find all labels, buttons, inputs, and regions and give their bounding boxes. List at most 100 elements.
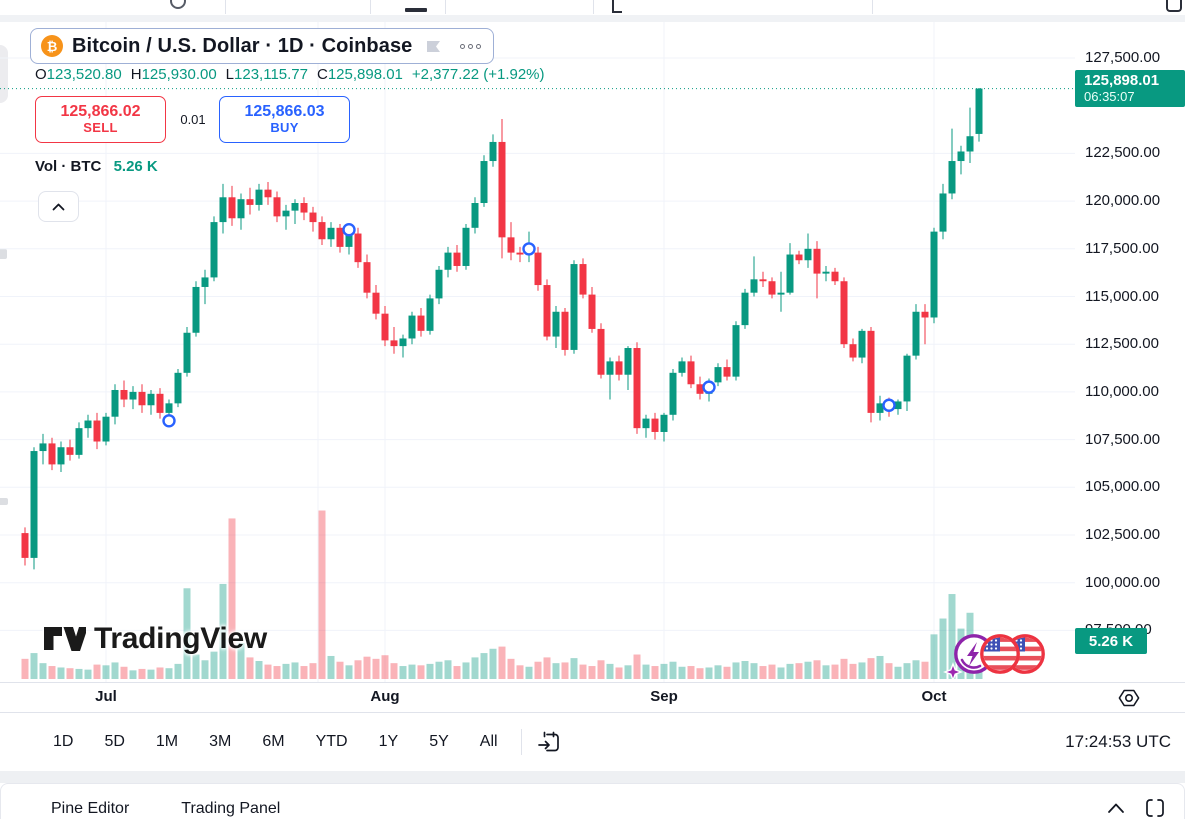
volume-bar [201, 660, 209, 679]
order-marker-icon[interactable] [702, 380, 716, 394]
collapse-legend-button[interactable] [38, 191, 79, 222]
range-button-5y[interactable]: 5Y [429, 732, 449, 750]
range-button-6m[interactable]: 6M [262, 732, 285, 750]
price-axis-label: 127,500.00 [1085, 49, 1161, 66]
sell-label: SELL [83, 120, 118, 136]
range-button-5d[interactable]: 5D [104, 732, 125, 750]
volume-bar [489, 648, 497, 679]
tab-pine-editor[interactable]: Pine Editor [51, 799, 130, 817]
candle-body [453, 252, 461, 266]
bitcoin-icon: ₿ [41, 35, 63, 57]
symbol-search-button[interactable]: ₿ Bitcoin / U.S. Dollar · 1D · Coinbase [30, 28, 495, 64]
candle-body [147, 393, 155, 406]
scale-settings-icon[interactable] [1116, 685, 1142, 711]
candle-body [309, 212, 317, 223]
candle-body [93, 420, 101, 442]
volume-bar [318, 510, 326, 679]
candle-body [849, 344, 857, 358]
candle-body [354, 233, 362, 263]
volume-bar [327, 655, 335, 679]
volume-bar [282, 663, 290, 679]
time-scale[interactable]: Jul Aug Sep Oct [0, 682, 1185, 712]
expand-panel-chevron-icon[interactable] [1106, 801, 1126, 815]
volume-bar [363, 656, 371, 679]
flag-icon[interactable] [427, 40, 441, 52]
bar-countdown: 06:35:07 [1084, 89, 1135, 105]
candle-body [102, 416, 110, 442]
candle-body [246, 199, 254, 205]
volume-bar [750, 663, 758, 679]
volume-bar [687, 666, 695, 679]
watermark-text: TradingView [94, 622, 267, 655]
candle-body [696, 384, 704, 394]
volume-bar [822, 665, 830, 679]
volume-bar [219, 583, 227, 679]
event-markers[interactable] [940, 628, 1052, 682]
volume-bar [264, 664, 272, 679]
volume-bar [678, 666, 686, 679]
order-marker-icon[interactable] [882, 398, 896, 412]
order-marker-icon[interactable] [342, 223, 356, 237]
price-axis-label: 112,500.00 [1085, 335, 1159, 353]
volume-bar [624, 665, 632, 679]
toolbar-separator [225, 0, 226, 14]
volume-bar [597, 660, 605, 679]
order-marker-icon[interactable] [522, 242, 536, 256]
tab-trading-panel[interactable]: Trading Panel [181, 799, 281, 817]
range-button-all[interactable]: All [479, 732, 498, 750]
sell-button[interactable]: 125,866.02 SELL [35, 96, 166, 143]
range-button-1m[interactable]: 1M [155, 732, 179, 750]
volume-bar [642, 664, 650, 679]
candle-body [282, 210, 290, 217]
buy-button[interactable]: 125,866.03 BUY [219, 96, 350, 143]
volume-bar [570, 658, 578, 679]
volume-bar [381, 655, 389, 679]
candle-body [444, 252, 452, 270]
volume-bar [723, 666, 731, 679]
candle-body [75, 428, 83, 455]
price-axis-label: 115,000.00 [1085, 287, 1159, 305]
candle-body [111, 389, 119, 417]
partial-icon [612, 0, 622, 13]
candle-body [471, 203, 479, 228]
candle-body [264, 189, 272, 198]
month-label-oct: Oct [921, 688, 947, 705]
volume-bar [462, 662, 470, 679]
volume-bar [660, 663, 668, 679]
volume-bar [147, 669, 155, 679]
month-label-jul: Jul [95, 688, 117, 705]
price-scale[interactable]: 125,898.01 06:35:07 5.26 K 127,500.00 122… [1075, 21, 1185, 682]
candle-body [858, 330, 866, 358]
volume-bar [84, 669, 92, 679]
volume-bar [102, 665, 110, 679]
order-marker-icon[interactable] [162, 414, 176, 428]
range-button-1y[interactable]: 1Y [378, 732, 399, 750]
more-options-icon[interactable] [460, 43, 482, 49]
go-to-date-button[interactable] [534, 727, 564, 757]
candle-body [174, 372, 182, 404]
candle-body [408, 315, 416, 339]
volume-bar [768, 664, 776, 679]
range-button-1d[interactable]: 1D [53, 732, 74, 750]
range-button-3m[interactable]: 3M [209, 732, 232, 750]
maximize-panel-icon[interactable] [1144, 797, 1166, 819]
candle-body [804, 248, 812, 261]
volume-bar [300, 666, 308, 679]
sell-price: 125,866.02 [60, 102, 141, 120]
candle-body [318, 222, 326, 240]
range-button-ytd[interactable]: YTD [315, 732, 348, 750]
top-toolbar-fragments [0, 0, 1185, 15]
volume-bar [912, 660, 920, 679]
candle-body [462, 227, 470, 266]
buy-label: BUY [270, 120, 299, 136]
volume-bar [741, 661, 749, 679]
candle-body [903, 355, 911, 402]
clock[interactable]: 17:24:53 UTC [1065, 731, 1171, 751]
candle-body [156, 393, 164, 413]
close-value: 125,898.01 [327, 66, 403, 83]
candle-body [930, 231, 938, 318]
candle-body [327, 227, 335, 240]
volume-bar [705, 667, 713, 679]
volume-bar [714, 665, 722, 679]
